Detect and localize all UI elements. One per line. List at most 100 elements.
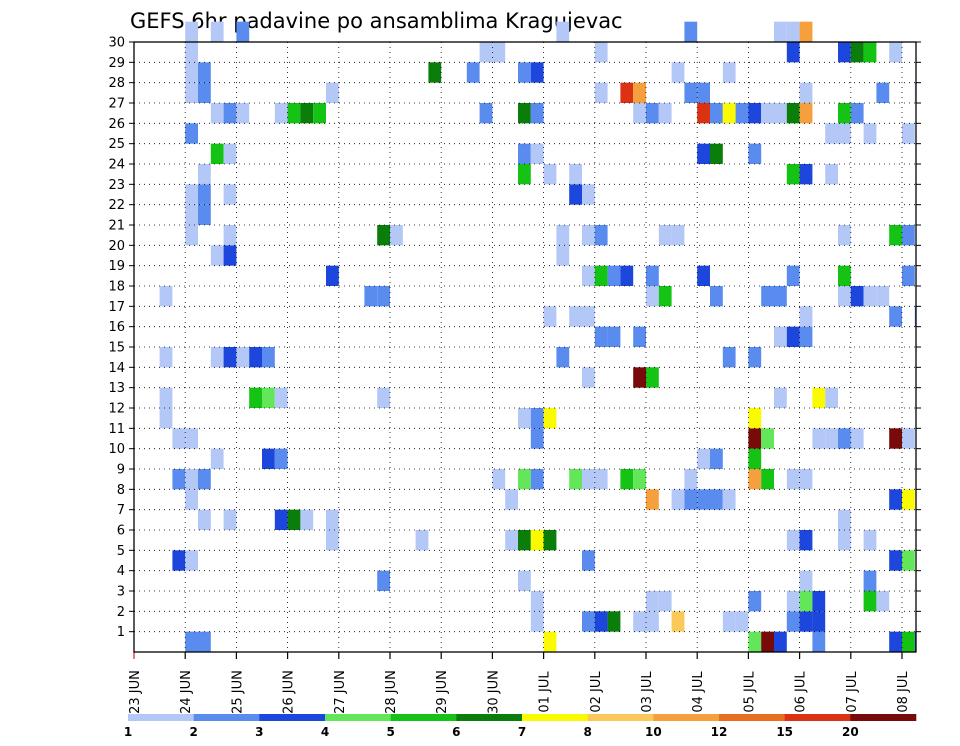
heatmap-cell bbox=[697, 143, 710, 164]
heatmap-cell bbox=[748, 143, 762, 164]
colorbar-segment bbox=[390, 714, 457, 721]
heatmap-cell bbox=[185, 631, 198, 652]
heatmap-cell bbox=[262, 448, 275, 469]
heatmap-cell bbox=[159, 347, 173, 368]
heatmap-cell bbox=[620, 82, 634, 103]
heatmap-cell bbox=[594, 326, 608, 347]
heatmap-cell bbox=[658, 591, 672, 612]
heatmap-cell bbox=[799, 164, 813, 185]
heatmap-cell bbox=[185, 225, 198, 246]
heatmap-cell bbox=[633, 611, 646, 632]
heatmap-cell bbox=[774, 103, 787, 124]
heatmap-cell bbox=[274, 448, 288, 469]
heatmap-cell bbox=[825, 387, 838, 408]
heatmap-cell bbox=[838, 286, 851, 307]
heatmap-cell bbox=[582, 550, 595, 571]
heatmap-cell bbox=[774, 631, 787, 652]
y-tick-label: 20 bbox=[108, 239, 125, 254]
heatmap-cell bbox=[735, 611, 749, 632]
heatmap-cell bbox=[697, 448, 710, 469]
heatmap-cell bbox=[159, 286, 173, 307]
heatmap-cell bbox=[876, 286, 890, 307]
colorbar-segment bbox=[259, 714, 326, 721]
heatmap-cell bbox=[377, 225, 390, 246]
heatmap-cell bbox=[889, 42, 902, 63]
heatmap-cell bbox=[838, 225, 851, 246]
heatmap-cell bbox=[607, 326, 621, 347]
heatmap-cell bbox=[518, 62, 531, 83]
heatmap-cell bbox=[594, 265, 608, 286]
heatmap-cell bbox=[838, 265, 851, 286]
heatmap-cell bbox=[274, 509, 288, 530]
heatmap-cell bbox=[607, 265, 621, 286]
heatmap-cell bbox=[185, 550, 198, 571]
heatmap-cell bbox=[569, 469, 582, 490]
heatmap-cell bbox=[710, 489, 723, 510]
heatmap-cell bbox=[530, 428, 544, 449]
heatmap-cell bbox=[876, 591, 890, 612]
heatmap-cell bbox=[697, 265, 710, 286]
heatmap-cell bbox=[530, 611, 544, 632]
y-tick-label: 30 bbox=[108, 36, 125, 51]
heatmap-cell bbox=[697, 103, 710, 124]
heatmap-cell bbox=[582, 469, 595, 490]
heatmap-cell bbox=[850, 286, 864, 307]
y-tick-label: 24 bbox=[108, 158, 125, 173]
colorbar-label: 2 bbox=[189, 725, 197, 739]
heatmap-cell bbox=[505, 489, 518, 510]
heatmap-cell bbox=[530, 591, 544, 612]
heatmap-cell bbox=[774, 21, 787, 42]
x-tick-label: 02 JUL bbox=[589, 671, 604, 713]
heatmap-cell bbox=[377, 570, 390, 591]
x-tick-label: 03 JUL bbox=[640, 671, 655, 713]
heatmap-cell bbox=[722, 347, 736, 368]
heatmap-cell bbox=[646, 286, 659, 307]
plot-frame bbox=[133, 41, 917, 653]
heatmap-cell bbox=[198, 62, 211, 83]
heatmap-cell bbox=[518, 103, 531, 124]
heatmap-cell bbox=[326, 265, 339, 286]
heatmap-cell bbox=[479, 42, 493, 63]
heatmap-cell bbox=[210, 245, 224, 266]
heatmap-cell bbox=[530, 469, 544, 490]
heatmap-cell bbox=[876, 82, 890, 103]
heatmap-cell bbox=[582, 225, 595, 246]
heatmap-cell bbox=[377, 387, 390, 408]
heatmap-cell bbox=[172, 428, 186, 449]
y-tick-label: 27 bbox=[108, 97, 125, 112]
colorbar-label: 8 bbox=[583, 725, 591, 739]
heatmap-cell bbox=[326, 82, 339, 103]
heatmap-cell bbox=[748, 631, 762, 652]
y-tick-label: 22 bbox=[108, 198, 125, 213]
colorbar-label: 5 bbox=[386, 725, 394, 739]
y-tick-label: 25 bbox=[108, 137, 125, 152]
heatmap-cell bbox=[198, 184, 211, 205]
heatmap-cell bbox=[543, 530, 557, 551]
y-tick-label: 8 bbox=[117, 483, 125, 498]
heatmap-cell bbox=[748, 448, 762, 469]
heatmap-cell bbox=[825, 123, 838, 144]
heatmap-cell bbox=[518, 530, 531, 551]
heatmap-cell bbox=[786, 42, 800, 63]
heatmap-cell bbox=[838, 530, 851, 551]
heatmap-cell bbox=[159, 387, 173, 408]
heatmap-cell bbox=[287, 103, 301, 124]
heatmap-cell bbox=[761, 428, 774, 449]
heatmap-cell bbox=[262, 347, 275, 368]
heatmap-cell bbox=[210, 103, 224, 124]
x-tick-label: 01 JUL bbox=[538, 671, 553, 713]
heatmap-cell bbox=[633, 367, 646, 388]
heatmap-cell bbox=[428, 62, 442, 83]
heatmap-cell bbox=[274, 387, 288, 408]
heatmap-cell bbox=[620, 265, 634, 286]
y-tick-label: 14 bbox=[108, 361, 125, 376]
y-tick-label: 11 bbox=[108, 422, 125, 437]
heatmap-cell bbox=[799, 611, 813, 632]
heatmap-cell bbox=[236, 103, 250, 124]
heatmap-cell bbox=[697, 82, 710, 103]
heatmap-cell bbox=[889, 489, 902, 510]
x-tick-label: 27 JUN bbox=[333, 670, 348, 714]
y-tick-label: 9 bbox=[117, 463, 125, 478]
heatmap-cell bbox=[774, 387, 787, 408]
